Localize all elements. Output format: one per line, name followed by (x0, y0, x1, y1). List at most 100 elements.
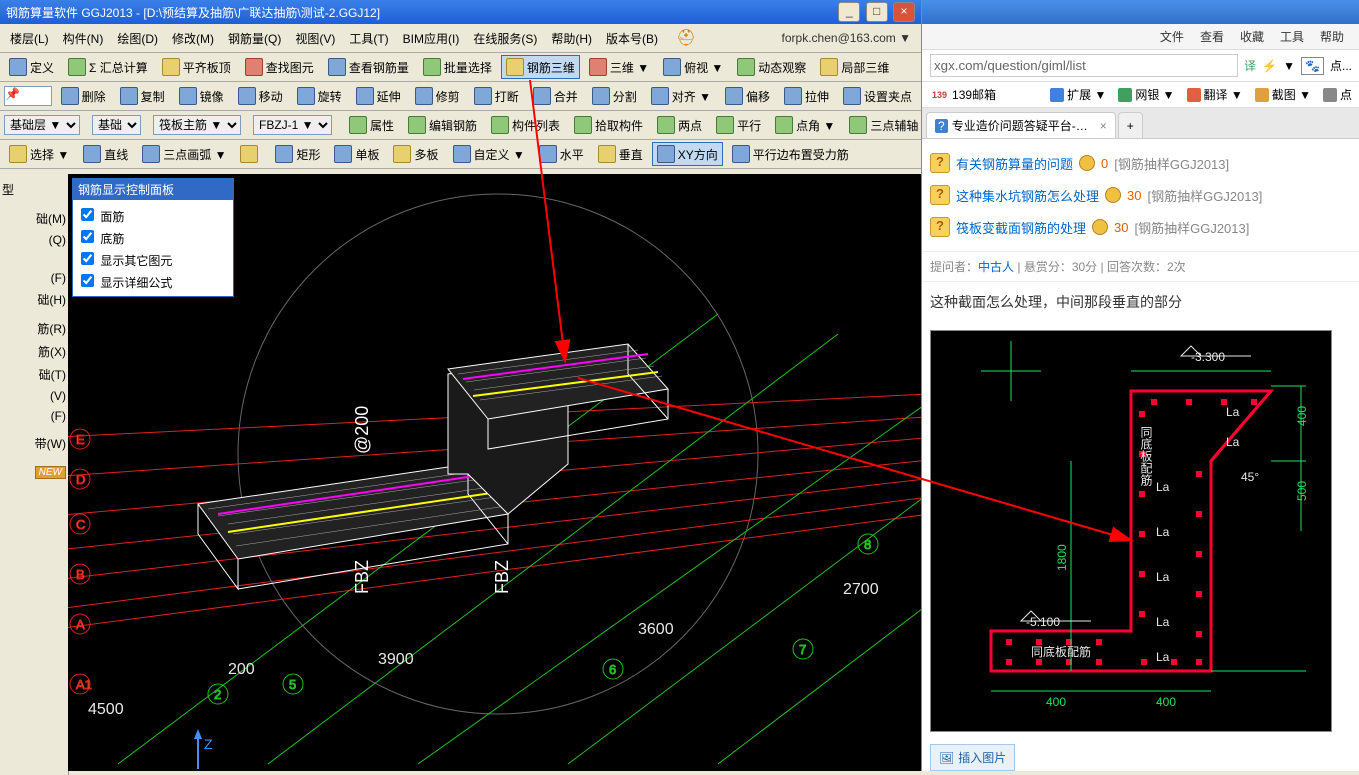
menu-item[interactable]: 工具(T) (343, 28, 394, 49)
menu-item[interactable]: 帮助(H) (545, 28, 598, 49)
minimize-button[interactable]: _ (838, 2, 860, 22)
toolbar-button[interactable]: 删除 (56, 84, 111, 108)
tree-item[interactable]: (V) (0, 386, 68, 406)
toolbar-button[interactable]: 查看钢筋量 (323, 55, 414, 79)
tree-item[interactable]: 筋(X) (0, 340, 68, 363)
toolbar-button[interactable]: 属性 (344, 113, 399, 137)
browser-menu-item[interactable]: 收藏 (1240, 30, 1264, 44)
menu-item[interactable]: 绘图(D) (111, 28, 164, 49)
toolbar-button[interactable]: 查找图元 (240, 55, 319, 79)
toolbar-button[interactable]: 设置夹点 (838, 84, 917, 108)
bookmark-item[interactable]: 139139邮箱 (930, 86, 996, 103)
user-email[interactable]: forpk.chen@163.com ▼ (776, 29, 917, 47)
toolbar-button[interactable]: 平齐板顶 (157, 55, 236, 79)
toolbar-button[interactable]: 对齐 ▼ (646, 84, 716, 108)
toolbar-select[interactable]: FBZJ-1 ▼ (253, 115, 332, 135)
toolbar-button[interactable]: 旋转 (292, 84, 347, 108)
3d-viewport[interactable]: 钢筋显示控制面板 面筋 底筋 显示其它图元 显示详细公式 A1 A (68, 174, 921, 771)
maximize-button[interactable]: □ (866, 2, 888, 22)
tree-item[interactable]: (F) (0, 406, 68, 426)
tab-close-icon[interactable]: × (1100, 119, 1107, 133)
toolbar-button[interactable]: 动态观察 (732, 55, 811, 79)
menu-item[interactable]: BIM应用(I) (397, 28, 466, 49)
toolbar-button[interactable]: 延伸 (351, 84, 406, 108)
tree-item[interactable]: 础(H) (0, 288, 68, 311)
toolbar-button[interactable] (235, 142, 266, 166)
toolbar-button[interactable]: 垂直 (593, 142, 648, 166)
toolbar-button[interactable]: 拾取构件 (569, 113, 648, 137)
toolbar-button[interactable]: 打断 (469, 84, 524, 108)
toolbar-button[interactable]: 合并 (528, 84, 583, 108)
question-link[interactable]: 筏板变截面钢筋的处理 (956, 218, 1086, 237)
question-tag[interactable]: [钢筋抽样GGJ2013] (1134, 218, 1249, 237)
toolbar-button[interactable]: 批量选择 (418, 55, 497, 79)
menu-item[interactable]: 楼层(L) (4, 28, 55, 49)
browser-menu-item[interactable]: 帮助 (1320, 30, 1344, 44)
active-tab[interactable]: ? 专业造价问题答疑平台-广联达 × (926, 112, 1116, 138)
browser-menu-item[interactable]: 查看 (1200, 30, 1224, 44)
new-tab-button[interactable]: + (1118, 112, 1143, 138)
toolbar-button[interactable]: 定义 (4, 55, 59, 79)
tree-item[interactable]: 础(M) (0, 207, 68, 230)
browser-menu-item[interactable]: 工具 (1280, 30, 1304, 44)
toolbar-select[interactable]: 基础 (92, 115, 141, 135)
menu-item[interactable]: 构件(N) (57, 28, 110, 49)
toolbar-button[interactable]: 钢筋三维 (501, 55, 580, 79)
toolbar-button[interactable]: 选择 ▼ (4, 142, 74, 166)
toolbar-button[interactable]: 编辑钢筋 (403, 113, 482, 137)
question-link[interactable]: 这种集水坑钢筋怎么处理 (956, 186, 1099, 205)
toolbar-button[interactable]: 局部三维 (815, 55, 894, 79)
paw-icon[interactable]: 🐾 (1301, 57, 1324, 75)
menu-item[interactable]: 视图(V) (289, 28, 341, 49)
toolbar-button[interactable]: 三点辅轴 ▼ (844, 113, 921, 137)
translate-icon[interactable]: 译 (1244, 57, 1256, 74)
menu-item[interactable]: 在线服务(S) (467, 28, 543, 49)
toolbar-button[interactable]: 构件列表 (486, 113, 565, 137)
tree-item[interactable]: 筋(R) (0, 317, 68, 340)
bookmark-item[interactable]: 网银 ▼ (1118, 86, 1174, 103)
insert-image-button[interactable]: 🖼 插入图片 (930, 744, 1015, 771)
bookmark-item[interactable]: 翻译 ▼ (1187, 86, 1243, 103)
menu-item[interactable]: 修改(M) (166, 28, 220, 49)
toolbar-button[interactable]: 三点画弧 ▼ (137, 142, 231, 166)
pin-slot[interactable]: 📌 (4, 86, 52, 106)
toolbar-button[interactable]: 偏移 (720, 84, 775, 108)
toolbar-button[interactable]: 拉伸 (779, 84, 834, 108)
bookmark-item[interactable]: 扩展 ▼ (1050, 86, 1106, 103)
toolbar-button[interactable]: 俯视 ▼ (658, 55, 728, 79)
toolbar-button[interactable]: 水平 (534, 142, 589, 166)
tree-item[interactable]: (F) (0, 268, 68, 288)
dropdown-icon[interactable]: ▼ (1283, 59, 1295, 73)
menu-item[interactable]: 钢筋量(Q) (222, 28, 287, 49)
asker-link[interactable]: 中古人 (978, 260, 1014, 274)
toolbar-button[interactable]: 平行边布置受力筋 (727, 142, 854, 166)
tree-item[interactable]: 础(T) (0, 363, 68, 386)
toolbar-button[interactable]: 两点 (652, 113, 707, 137)
close-button[interactable]: × (893, 2, 915, 22)
toolbar-button[interactable]: 平行 (711, 113, 766, 137)
tree-item[interactable]: 带(W) (0, 432, 68, 455)
toolbar-button[interactable]: 分割 (587, 84, 642, 108)
toolbar-button[interactable]: 多板 (388, 142, 443, 166)
more-label[interactable]: 点... (1330, 57, 1352, 74)
tree-item[interactable]: (Q) (0, 230, 68, 250)
question-tag[interactable]: [钢筋抽样GGJ2013] (1147, 186, 1262, 205)
toolbar-button[interactable]: 点角 ▼ (770, 113, 840, 137)
question-link[interactable]: 有关钢筋算量的问题 (956, 154, 1073, 173)
toolbar-button[interactable]: 三维 ▼ (584, 55, 654, 79)
toolbar-button[interactable]: XY方向 (652, 142, 723, 166)
toolbar-button[interactable]: 镜像 (174, 84, 229, 108)
toolbar-button[interactable]: 直线 (78, 142, 133, 166)
toolbar-select[interactable]: 基础层 ▼ (4, 115, 80, 135)
toolbar-button[interactable]: Σ 汇总计算 (63, 55, 153, 79)
toolbar-button[interactable]: 自定义 ▼ (448, 142, 530, 166)
menu-item[interactable]: 版本号(B) (600, 28, 664, 49)
bookmark-item[interactable]: 点 (1323, 86, 1352, 103)
toolbar-button[interactable]: 修剪 (410, 84, 465, 108)
question-tag[interactable]: [钢筋抽样GGJ2013] (1114, 154, 1229, 173)
lightning-icon[interactable]: ⚡ (1262, 59, 1277, 73)
toolbar-button[interactable]: 单板 (329, 142, 384, 166)
toolbar-button[interactable]: 移动 (233, 84, 288, 108)
toolbar-button[interactable]: 矩形 (270, 142, 325, 166)
browser-menu-item[interactable]: 文件 (1160, 30, 1184, 44)
